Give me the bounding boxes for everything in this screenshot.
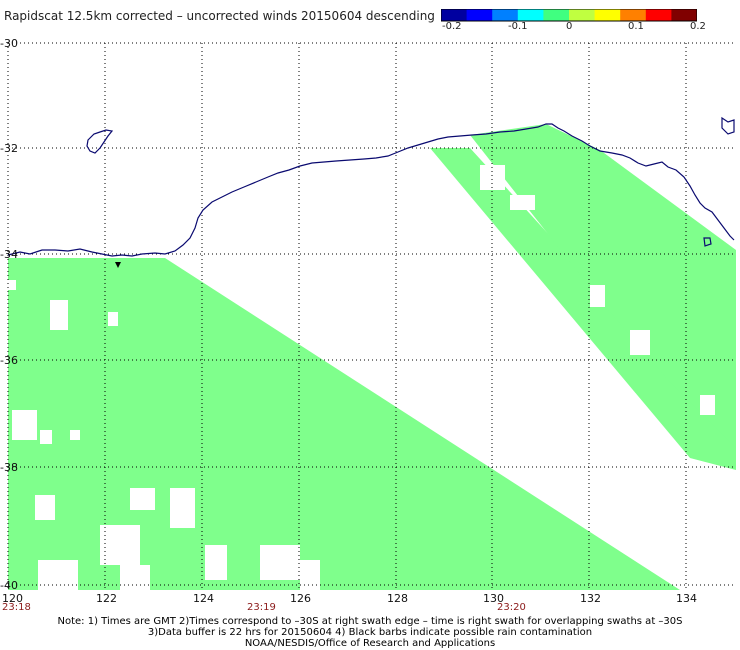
missing-cell <box>12 410 37 440</box>
missing-cell <box>590 285 605 307</box>
lat-lon-grid <box>7 42 736 590</box>
latitude-label: -38 <box>0 461 18 474</box>
missing-cell <box>300 560 320 590</box>
island <box>721 116 735 135</box>
swath-time-label: 23:19 <box>247 602 276 613</box>
longitude-label: 134 <box>676 592 697 605</box>
missing-cell <box>510 195 535 210</box>
missing-cell <box>120 565 150 590</box>
latitude-label: -32 <box>0 142 18 155</box>
colorbar <box>441 9 697 22</box>
colorbar-tick-label: 0.2 <box>690 21 706 32</box>
latitude-label: -36 <box>0 354 18 367</box>
missing-cell <box>630 330 650 355</box>
missing-cell <box>205 545 227 580</box>
longitude-label: 124 <box>193 592 214 605</box>
coastline <box>7 123 735 257</box>
wind-swaths <box>8 124 736 590</box>
missing-cell <box>50 300 68 330</box>
island <box>86 129 114 154</box>
footnote-line: NOAA/NESDIS/Office of Research and Appli… <box>244 638 496 649</box>
missing-cell <box>170 488 195 528</box>
missing-cell <box>70 430 80 440</box>
missing-cell <box>700 395 715 415</box>
colorbar-segment <box>441 9 468 21</box>
colorbar-tick-label: 0 <box>566 21 573 32</box>
missing-cell <box>8 280 16 290</box>
missing-cell <box>40 430 52 444</box>
footnote-line: 3)Data buffer is 22 hrs for 20150604 4) … <box>147 627 593 638</box>
colorbar-tick-label: -0.2 <box>442 21 462 32</box>
longitude-label: 132 <box>580 592 601 605</box>
colorbar-tick-label: 0.1 <box>628 21 644 32</box>
colorbar-segment <box>569 9 596 21</box>
rain-flag-marker <box>115 262 121 268</box>
longitude-label: 126 <box>290 592 311 605</box>
longitude-label: 130 <box>483 592 504 605</box>
latitude-label: -40 <box>0 579 18 592</box>
colorbar-segment <box>594 9 621 21</box>
latitude-label: -34 <box>0 248 18 261</box>
missing-cell <box>260 545 300 580</box>
swath-time-label: 23:20 <box>497 602 526 613</box>
latitude-label: -30 <box>0 37 18 50</box>
colorbar-segment <box>492 9 519 21</box>
swath-region <box>430 148 736 470</box>
colorbar-segment <box>620 9 647 21</box>
colorbar-segment <box>645 9 672 21</box>
swath-time-label: 23:18 <box>2 602 31 613</box>
colorbar-segment <box>466 9 493 21</box>
colorbar-segment <box>517 9 544 21</box>
longitude-label: 128 <box>387 592 408 605</box>
map-title: Rapidscat 12.5km corrected – uncorrected… <box>4 9 435 23</box>
missing-cell <box>108 312 118 326</box>
footnote-line: Note: 1) Times are GMT 2)Times correspon… <box>57 616 683 627</box>
colorbar-segment <box>543 9 570 21</box>
missing-cell <box>480 165 505 190</box>
longitude-label: 122 <box>96 592 117 605</box>
island <box>703 237 712 247</box>
missing-cell <box>100 525 140 565</box>
missing-cell <box>35 495 55 520</box>
longitude-label: 120 <box>2 592 23 605</box>
missing-cell <box>130 488 155 510</box>
colorbar-segment <box>671 9 697 21</box>
colorbar-tick-label: -0.1 <box>508 21 528 32</box>
